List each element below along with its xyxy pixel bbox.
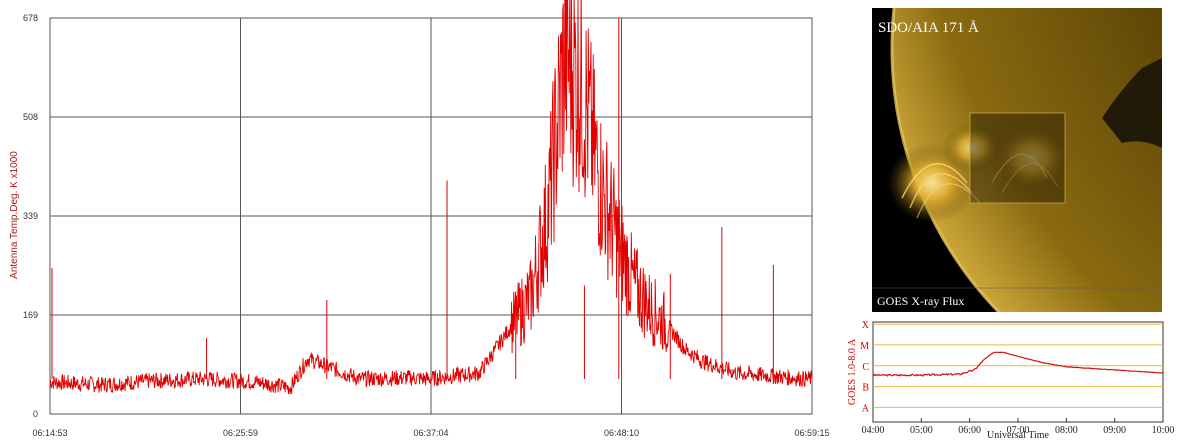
goes-class-label: B [862, 383, 869, 394]
y-tick-label: 508 [23, 112, 38, 122]
goes-grid [873, 323, 1163, 408]
goes-class-label: X [862, 320, 870, 331]
zoom-box [969, 112, 1066, 204]
y-tick-label: 678 [23, 13, 38, 23]
solar-image-label: SDO/AIA 171 Å [878, 20, 979, 36]
goes-x-tick-label: 07:00 [1007, 425, 1030, 436]
chart-axis-ticks: 678 508 339 169 0 06:14:53 06:25:59 06:37:04 06:… [23, 13, 830, 438]
y-tick-label: 339 [23, 211, 38, 221]
goes-class-label: M [860, 341, 869, 352]
x-tick-label: 06:25:59 [223, 428, 258, 438]
flux-series [49, 0, 813, 395]
goes-class-label: A [862, 403, 870, 414]
goes-x-tick-label: 08:00 [1055, 425, 1078, 436]
antenna-temperature-chart: 678 508 339 169 0 06:14:53 06:25:59 06:37:04 06:… [9, 0, 830, 438]
goes-x-tick-label: 09:00 [1103, 425, 1126, 436]
goes-class-label: C [862, 362, 869, 373]
y-axis-title: Antenna Temp.Deg. K x1000 [9, 151, 20, 279]
solar-image-caption: GOES X-ray Flux [877, 294, 965, 308]
goes-x-tick-label: 10:00 [1152, 425, 1175, 436]
y-tick-label: 169 [23, 310, 38, 320]
goes-series-line [872, 351, 1164, 377]
series-line [49, 0, 813, 395]
solar-image-panel: SDO/AIA 171 Å GOES X-ray Flux [872, 8, 1162, 312]
goes-x-tick-label: 04:00 [862, 425, 885, 436]
y-tick-label: 0 [33, 409, 38, 419]
goes-flux-series [872, 351, 1164, 377]
x-tick-label: 06:37:04 [413, 428, 448, 438]
x-tick-label: 06:59:15 [794, 428, 829, 438]
goes-x-tick-label: 05:00 [910, 425, 933, 436]
x-tick-label: 06:48:10 [604, 428, 639, 438]
solar-image [872, 8, 1162, 312]
x-tick-label: 06:14:53 [32, 428, 67, 438]
goes-y-axis-title: GOES 1.0-8.0 A [847, 338, 858, 405]
goes-x-axis-title: Universal Time [987, 430, 1050, 440]
goes-x-tick-label: 06:00 [958, 425, 981, 436]
chart-grid [49, 17, 813, 415]
